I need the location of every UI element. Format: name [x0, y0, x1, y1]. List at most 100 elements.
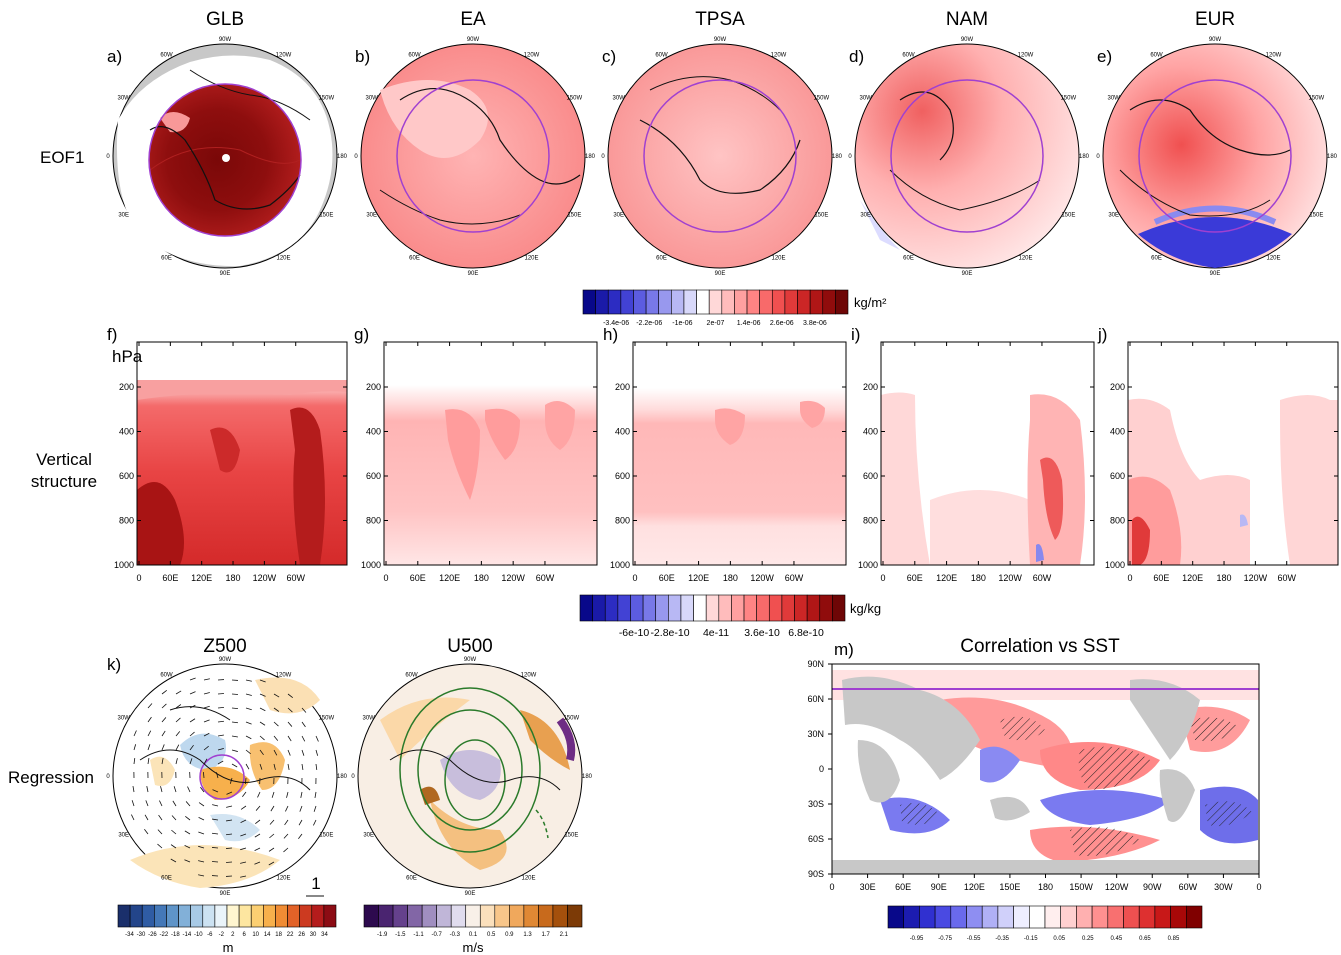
significance-hatching: [1078, 746, 1150, 790]
boundary-circle: [1138, 79, 1292, 233]
longitude-tick-label: 30E: [613, 213, 624, 219]
y-tick-label: 600: [1110, 471, 1125, 481]
wind-vector: [144, 828, 149, 835]
wind-vector: [212, 804, 219, 807]
wind-vector: [212, 818, 219, 821]
x-tick-label: 60E: [659, 573, 675, 583]
colorbar-swatch: [538, 904, 554, 928]
wind-vector: [245, 735, 252, 740]
wind-vector: [240, 833, 247, 837]
y-tick-label: 30N: [807, 729, 824, 739]
colorbar-tick-label: 3.6e-10: [744, 627, 780, 639]
colorbar-tick-label: 1.3: [523, 932, 532, 938]
panel-title: EA: [460, 9, 486, 30]
colorbar-swatch: [226, 904, 240, 928]
colorbar-swatch: [436, 904, 452, 928]
longitude-tick-label: 90E: [1210, 271, 1221, 277]
colorbar-swatch: [658, 289, 672, 315]
y-tick-label: 400: [119, 427, 134, 437]
y-tick-label: 400: [366, 427, 381, 437]
wind-vector: [170, 844, 177, 849]
y-tick-label: 600: [615, 471, 630, 481]
colorbar-swatch: [966, 905, 983, 929]
colorbar-tick-label: -1e-06: [672, 320, 692, 327]
reference-vector-label: 1: [311, 874, 320, 893]
section-panel-i: [881, 342, 1094, 565]
longitude-tick-label: 90W: [219, 37, 232, 43]
wind-vector: [301, 707, 307, 713]
plot-frame: [383, 341, 598, 566]
colorbar-unit: kg/m²: [854, 295, 887, 310]
wind-vector: [259, 763, 263, 770]
longitude-tick-label: 150E: [567, 213, 581, 219]
wind-vector: [240, 819, 247, 823]
wind-vector: [198, 860, 205, 863]
longitude-tick-label: 90E: [220, 891, 231, 897]
wind-vector: [147, 703, 153, 709]
wind-vector: [175, 717, 181, 723]
wind-vector: [171, 815, 177, 821]
colorbar-swatch: [645, 289, 660, 315]
boundary-circle: [199, 754, 245, 800]
coastline: [399, 87, 581, 185]
wind-vector: [217, 706, 225, 709]
panel-label: d): [849, 47, 864, 66]
longitude-tick-label: 90W: [467, 37, 480, 43]
colorbar-tick-label: 0.9: [505, 932, 514, 938]
wind-vector: [145, 800, 149, 807]
wind-vector: [131, 800, 135, 807]
longitude-tick-label: 120W: [771, 53, 787, 59]
wind-vector: [170, 858, 177, 863]
x-tick-label: 0: [829, 882, 834, 892]
wind-vector: [273, 721, 279, 727]
colorbar-swatch: [819, 594, 833, 622]
longitude-tick-label: 60W: [408, 53, 421, 59]
field-fill-positive: [255, 677, 320, 714]
colorbar-swatch: [465, 904, 481, 928]
wind-vector: [273, 749, 278, 756]
x-tick-label: 120W: [501, 573, 525, 583]
y-tick-label: 30S: [808, 799, 824, 809]
colorbar-swatch: [1170, 905, 1187, 929]
longitude-tick-label: 180: [832, 154, 843, 160]
colorbar-tick-label: -2.2e-06: [636, 320, 662, 327]
colorbar-tick-label: -30: [137, 932, 146, 938]
section-panel-g: [384, 342, 597, 565]
longitude-tick-label: 30E: [363, 833, 374, 839]
colorbar-swatch: [1091, 905, 1109, 929]
colorbar-swatch: [718, 594, 732, 622]
longitude-tick-label: 180: [337, 774, 348, 780]
colorbar-tick-label: 0.45: [1111, 936, 1123, 942]
colorbar-swatch: [832, 594, 846, 622]
colorbar-tick-label: -0.75: [938, 936, 952, 942]
colorbar-swatch: [509, 904, 525, 928]
colorbar-swatch: [797, 289, 811, 315]
land-africa: [857, 740, 900, 803]
wind-vector: [315, 735, 319, 742]
longitude-tick-label: 90E: [468, 271, 479, 277]
colorbar-tick-label: -0.15: [1024, 936, 1038, 942]
coastline: [1119, 169, 1271, 217]
x-tick-label: 120W: [1105, 882, 1129, 892]
coastline: [379, 189, 521, 225]
wind-vector: [259, 707, 266, 712]
panel-label: m): [834, 640, 854, 659]
panel-title: U500: [447, 636, 492, 657]
wind-vector: [259, 735, 265, 741]
colorbar-tick-label: 30: [310, 932, 317, 938]
panel-title: GLB: [206, 9, 244, 30]
colorbar-swatch: [997, 905, 1014, 929]
longitude-tick-label: 0: [848, 154, 852, 160]
colorbar-swatch: [582, 289, 596, 315]
wind-vector: [273, 735, 279, 741]
x-tick-label: 60E: [410, 573, 426, 583]
wind-vector: [287, 693, 294, 698]
longitude-tick-label: 120E: [276, 875, 290, 881]
colorbar-swatch: [166, 904, 179, 928]
wind-vector: [271, 791, 275, 798]
panel-label: b): [355, 47, 370, 66]
wind-vector: [245, 763, 250, 770]
longitude-tick-label: 180: [337, 154, 348, 160]
longitude-tick-label: 0: [601, 154, 605, 160]
colorbar-swatch: [1123, 905, 1140, 929]
